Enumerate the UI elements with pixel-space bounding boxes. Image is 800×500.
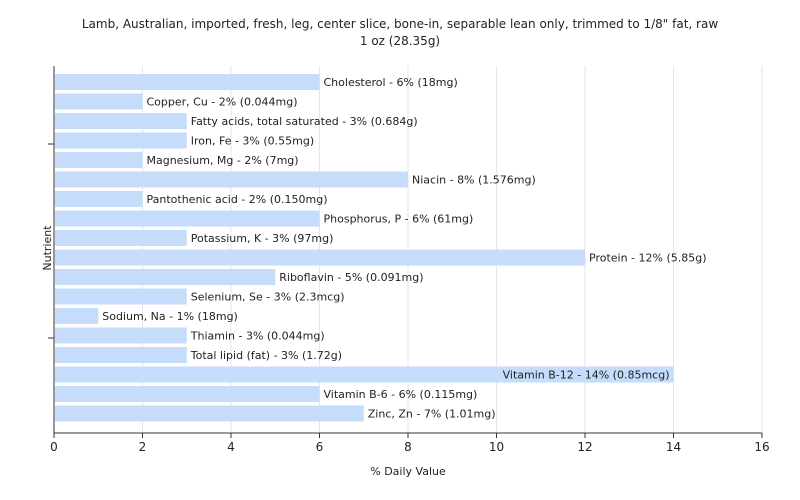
bar bbox=[55, 347, 187, 363]
bar bbox=[55, 249, 585, 266]
bar bbox=[55, 386, 320, 402]
bar-label: Cholesterol - 6% (18mg) bbox=[324, 76, 458, 89]
bar-label: Vitamin B-12 - 14% (0.85mcg) bbox=[503, 369, 670, 382]
bar bbox=[55, 327, 187, 344]
bar-label: Phosphorus, P - 6% (61mg) bbox=[324, 213, 474, 226]
bar-label: Copper, Cu - 2% (0.044mg) bbox=[147, 96, 298, 109]
bar-label: Selenium, Se - 3% (2.3mcg) bbox=[191, 291, 345, 304]
bar bbox=[55, 74, 320, 90]
x-tick-label: 8 bbox=[404, 440, 412, 454]
bar-label: Protein - 12% (5.85g) bbox=[589, 252, 707, 265]
x-axis-label: % Daily Value bbox=[370, 465, 446, 478]
bar-label: Total lipid (fat) - 3% (1.72g) bbox=[190, 349, 342, 362]
chart-title: Lamb, Australian, imported, fresh, leg, … bbox=[81, 17, 719, 31]
bar-label: Iron, Fe - 3% (0.55mg) bbox=[191, 135, 314, 148]
bar-label: Zinc, Zn - 7% (1.01mg) bbox=[368, 408, 496, 421]
bar-label: Fatty acids, total saturated - 3% (0.684… bbox=[191, 115, 418, 128]
chart-subtitle: 1 oz (28.35g) bbox=[359, 34, 441, 48]
bar-label: Sodium, Na - 1% (18mg) bbox=[102, 310, 238, 323]
bar bbox=[55, 366, 674, 383]
x-tick-label: 0 bbox=[50, 440, 58, 454]
bar bbox=[55, 191, 143, 207]
x-tick-label: 2 bbox=[139, 440, 147, 454]
x-tick-label: 12 bbox=[577, 440, 592, 454]
bar-label: Potassium, K - 3% (97mg) bbox=[191, 232, 334, 245]
bar bbox=[55, 230, 187, 246]
x-tick-label: 10 bbox=[489, 440, 504, 454]
y-axis-label: Nutrient bbox=[41, 225, 54, 271]
bar bbox=[55, 269, 276, 285]
bar bbox=[55, 171, 408, 188]
x-tick-label: 6 bbox=[316, 440, 324, 454]
bar-label: Pantothenic acid - 2% (0.150mg) bbox=[147, 193, 328, 206]
bar bbox=[55, 288, 187, 305]
bar-label: Vitamin B-6 - 6% (0.115mg) bbox=[324, 388, 478, 401]
bar bbox=[55, 405, 364, 422]
bar bbox=[55, 308, 99, 324]
bar-label: Magnesium, Mg - 2% (7mg) bbox=[147, 154, 299, 167]
bar bbox=[55, 152, 143, 168]
x-tick-label: 14 bbox=[666, 440, 681, 454]
x-tick-label: 4 bbox=[227, 440, 235, 454]
x-tick-label: 16 bbox=[754, 440, 769, 454]
bar bbox=[55, 210, 320, 227]
bar bbox=[55, 93, 143, 110]
bar-label: Niacin - 8% (1.576mg) bbox=[412, 174, 536, 187]
bar bbox=[55, 113, 187, 129]
bar bbox=[55, 132, 187, 149]
bar-label: Riboflavin - 5% (0.091mg) bbox=[279, 271, 423, 284]
bar-label: Thiamin - 3% (0.044mg) bbox=[190, 330, 325, 343]
